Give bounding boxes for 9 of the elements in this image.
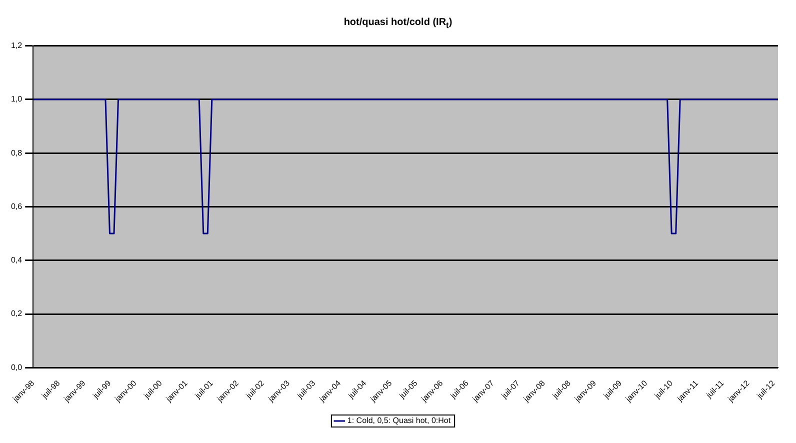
y-tick-label: 0,2 (10, 309, 23, 318)
y-tick-label: 0,6 (10, 202, 23, 211)
y-tick-label: 1,2 (10, 41, 23, 50)
y-tick-label: 0,4 (10, 256, 23, 265)
chart-title: hot/quasi hot/cold (IR$_{t}$) (342, 16, 454, 32)
y-tick-label: 0,0 (10, 362, 23, 372)
legend-label: 1: Cold, 0,5: Quasi hot, 0:Hot (347, 416, 452, 426)
y-tick-label: 0,8 (10, 148, 23, 158)
y-tick-label: 1,0 (10, 94, 23, 104)
